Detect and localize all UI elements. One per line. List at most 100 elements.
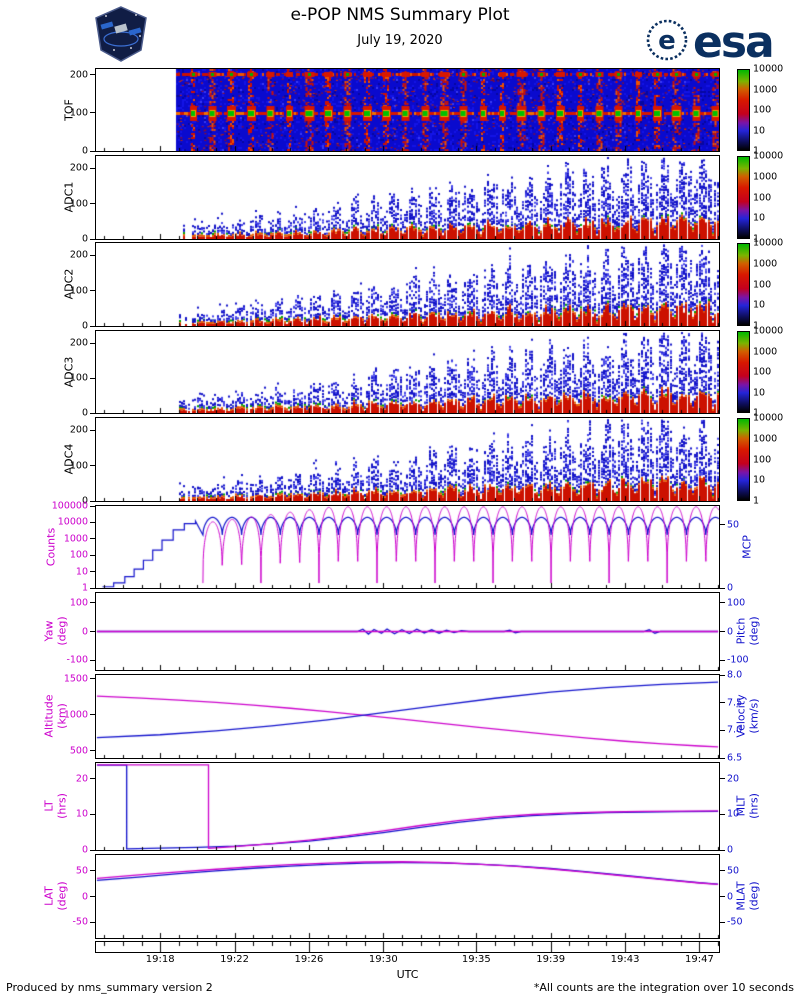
y-tick-label: 0 bbox=[81, 233, 88, 245]
adc1-canvas bbox=[96, 156, 719, 239]
y-tick-mark bbox=[720, 896, 725, 897]
y-tick-label: 0 bbox=[81, 320, 88, 332]
y-tick-label: 200 bbox=[69, 249, 88, 261]
y-tick-label: 0 bbox=[727, 625, 734, 637]
y-tick-label: 10000 bbox=[57, 516, 88, 528]
colorbar-tick-label: 10 bbox=[753, 474, 766, 486]
colorbar-tick-label: 10000 bbox=[753, 325, 784, 337]
counts-canvas bbox=[96, 506, 719, 588]
y-tick-mark bbox=[720, 921, 725, 923]
y-tick-label: 100 bbox=[69, 549, 88, 561]
y-tick-mark bbox=[720, 602, 725, 604]
colorbar-tick-label: 1 bbox=[753, 145, 760, 157]
x-tick-label: 19:39 bbox=[536, 954, 566, 965]
x-tick-label: 19:43 bbox=[610, 954, 640, 965]
colorbar-tick-label: 1000 bbox=[753, 83, 778, 95]
y-tick-mark bbox=[720, 729, 725, 731]
y-tick-label: 1000 bbox=[63, 533, 88, 545]
colorbar-tick-label: 100 bbox=[753, 278, 772, 290]
counts-axis-label: Counts bbox=[44, 527, 58, 567]
yaw-axis-label: Yaw (deg) bbox=[42, 616, 68, 646]
y-tick-label: 0 bbox=[727, 844, 734, 856]
esa-emblem-letter: e bbox=[658, 26, 676, 56]
y-tick-label: 0 bbox=[727, 582, 734, 594]
colorbar-tick-label: 1000 bbox=[753, 258, 778, 269]
y-tick-label: 0 bbox=[727, 890, 734, 902]
altitude-axis-label: Altitude (km) bbox=[42, 694, 68, 738]
colorbar-adc2 bbox=[737, 243, 750, 326]
tof-spectrogram-panel bbox=[95, 68, 720, 152]
integration-note: *All counts are the integration over 10 … bbox=[533, 981, 794, 994]
tof-canvas bbox=[96, 69, 719, 151]
y-tick-label: 50 bbox=[727, 864, 740, 876]
y-tick-label: 6.5 bbox=[727, 752, 743, 764]
colorbar-tick-label: 100 bbox=[753, 191, 772, 203]
adc4-canvas bbox=[96, 418, 719, 501]
y-tick-label: 0 bbox=[81, 844, 88, 856]
mission-patch-logo bbox=[95, 6, 147, 62]
colorbar-tick-label: 10 bbox=[753, 124, 766, 136]
lat-canvas bbox=[96, 855, 719, 938]
x-tick-label: 19:26 bbox=[294, 954, 324, 965]
colorbar-tick-label: 100 bbox=[753, 453, 772, 465]
colorbar-tick-label: 100 bbox=[753, 104, 772, 116]
colorbar-tick-label: 1000 bbox=[753, 345, 778, 357]
adc3-canvas bbox=[96, 331, 719, 413]
produced-by-note: Produced by nms_summary version 2 bbox=[6, 981, 213, 994]
y-tick-label: 100000 bbox=[51, 500, 88, 512]
colorbar-tick-label: 1 bbox=[753, 495, 760, 507]
y-tick-mark bbox=[720, 702, 725, 704]
adc2-axis-label: ADC2 bbox=[62, 268, 76, 300]
adc1-spectrogram-panel bbox=[95, 155, 720, 240]
y-tick-label: 8.0 bbox=[727, 669, 743, 681]
x-tick-label: 19:47 bbox=[685, 954, 714, 965]
esa-wordmark: esa bbox=[693, 17, 773, 64]
yaw-pitch-panel bbox=[95, 592, 720, 671]
adc2-spectrogram-panel bbox=[95, 242, 720, 327]
y-tick-mark bbox=[720, 659, 725, 661]
y-tick-label: 20 bbox=[727, 773, 740, 785]
y-tick-mark bbox=[720, 870, 725, 872]
mcp-axis-label: MCP bbox=[740, 535, 754, 559]
lat-axis-label: LAT (deg) bbox=[42, 881, 68, 911]
y-tick-label: 10 bbox=[75, 565, 88, 577]
colorbar-tick-label: 10000 bbox=[753, 237, 784, 249]
y-tick-mark bbox=[720, 778, 725, 780]
x-axis-canvas bbox=[96, 942, 719, 952]
pitch-axis-label: Pitch (deg) bbox=[734, 616, 760, 646]
y-tick-label: 1500 bbox=[63, 672, 88, 684]
y-tick-label: 1 bbox=[81, 582, 88, 594]
lt-mlt-panel bbox=[95, 762, 720, 851]
y-tick-mark bbox=[720, 631, 725, 632]
adc4-spectrogram-panel bbox=[95, 417, 720, 502]
lt-canvas bbox=[96, 763, 719, 850]
y-tick-mark bbox=[720, 813, 725, 815]
adc3-axis-label: ADC3 bbox=[62, 356, 76, 388]
colorbar-tick-label: 10 bbox=[753, 299, 766, 311]
lt-axis-label: LT (hrs) bbox=[42, 793, 68, 819]
x-tick-label: 19:22 bbox=[220, 954, 249, 965]
colorbar-adc3 bbox=[737, 331, 750, 413]
altitude-canvas bbox=[96, 675, 719, 758]
y-tick-label: 10 bbox=[75, 808, 88, 820]
lat-mlat-panel bbox=[95, 854, 720, 939]
colorbar-tick-label: 1 bbox=[753, 320, 760, 332]
y-tick-label: 0 bbox=[81, 407, 88, 419]
colorbar-tick-label: 1000 bbox=[753, 171, 778, 182]
y-tick-mark bbox=[720, 757, 725, 759]
x-axis-strip bbox=[95, 941, 720, 953]
colorbar-tick-label: 10000 bbox=[753, 412, 784, 424]
adc4-axis-label: ADC4 bbox=[62, 443, 76, 475]
counts-mcp-panel bbox=[95, 505, 720, 589]
y-tick-label: 50 bbox=[75, 864, 88, 876]
y-tick-mark bbox=[720, 587, 725, 589]
colorbar-tof bbox=[737, 69, 750, 151]
y-tick-mark bbox=[720, 674, 725, 676]
y-tick-mark bbox=[720, 849, 725, 851]
x-tick-label: 19:18 bbox=[145, 954, 175, 965]
y-tick-mark bbox=[720, 524, 725, 526]
y-tick-label: -100 bbox=[727, 654, 749, 666]
y-tick-label: -50 bbox=[72, 916, 88, 928]
x-tick-label: 19:30 bbox=[368, 954, 398, 965]
